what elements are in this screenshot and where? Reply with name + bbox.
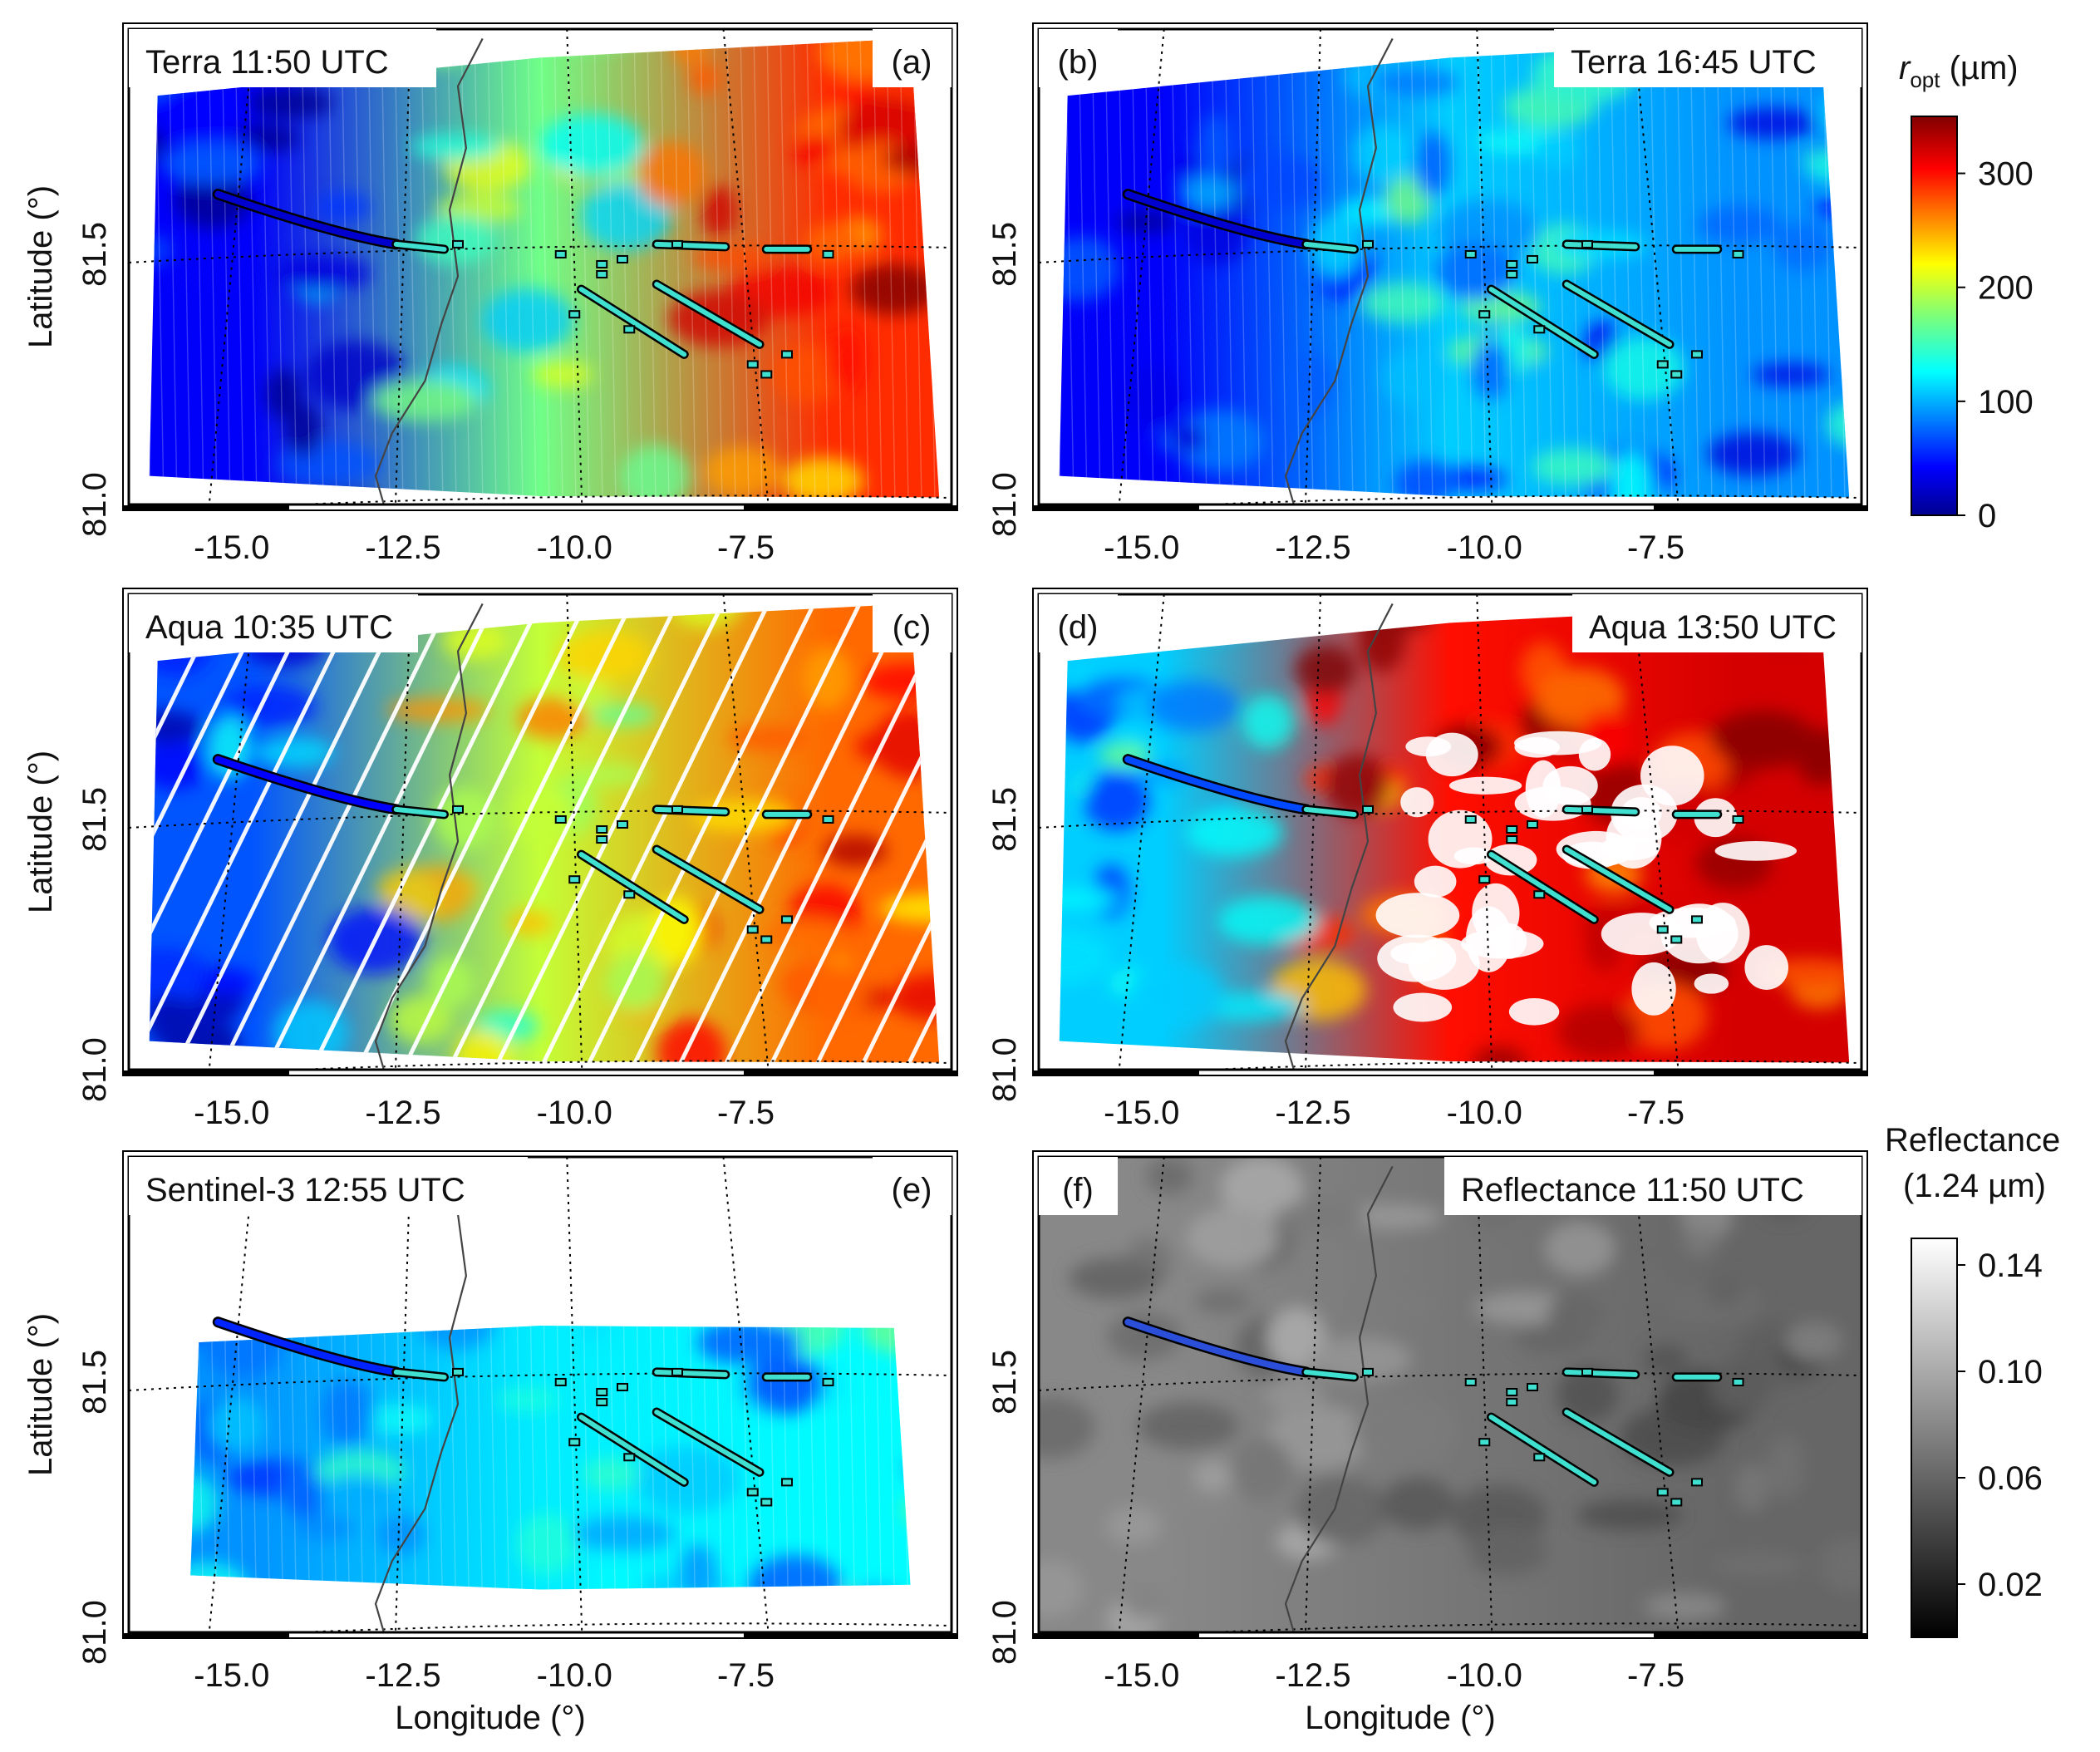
panel-letter-b: (b): [1058, 44, 1099, 81]
flight-tracks-b: [1122, 189, 1744, 379]
panel-title-d: Aqua 13:50 UTC: [1589, 609, 1837, 646]
coastline-d: [1284, 603, 1394, 1070]
y-axis-label-c: Latitude (°): [22, 751, 59, 913]
x-tick-b-3: -7.5: [1627, 529, 1684, 566]
x-tick-f-2: -10.0: [1447, 1657, 1522, 1694]
panel-a: Terra 11:50 UTC (a) -15.0 -12.5 -10.0 -7.5 81.…: [22, 22, 958, 566]
panel-title-b: Terra 16:45 UTC: [1571, 44, 1817, 81]
coastline-a: [374, 37, 484, 504]
x-tick-a-3: -7.5: [717, 529, 775, 566]
x-tick-d-2: -10.0: [1447, 1095, 1522, 1131]
x-tick-c-1: -12.5: [365, 1095, 440, 1131]
panel-b: Terra 16:45 UTC (b) -15.0 -12.5 -10.0 -7.5 81.…: [986, 22, 1868, 566]
panel-e: Sentinel-3 12:55 UTC (e) -15.0 -12.5 -10.0 -7…: [22, 1150, 958, 1694]
y-axis-label-e: Latitude (°): [22, 1313, 59, 1476]
colorbar-ropt: ropt (µm) 300 200 100 0: [1899, 50, 2034, 534]
flight-tracks-c: [212, 754, 834, 944]
x-tick-e-1: -12.5: [365, 1657, 440, 1694]
x-tick-b-1: -12.5: [1275, 529, 1350, 566]
y-tick-d-0: 81.0: [986, 1037, 1023, 1102]
flight-tracks-e: [212, 1316, 834, 1507]
graticule-d: [1039, 594, 1861, 1070]
panel-frame-e: [127, 1155, 953, 1634]
colorbar-ropt-tick-3: 0: [1978, 498, 1996, 534]
x-tick-e-3: -7.5: [717, 1657, 775, 1694]
panel-frame-d: [1037, 593, 1863, 1071]
y-tick-d-1: 81.5: [986, 787, 1023, 852]
y-tick-b-1: 81.5: [986, 222, 1023, 287]
coastline-e: [374, 1165, 484, 1632]
x-axis-label-left: Longitude (°): [395, 1700, 585, 1736]
coastline-f: [1284, 1165, 1394, 1632]
x-tick-d-3: -7.5: [1627, 1095, 1684, 1131]
panel-title-e: Sentinel-3 12:55 UTC: [145, 1172, 465, 1208]
field-f: [1039, 1157, 1861, 1632]
x-tick-d-0: -15.0: [1104, 1095, 1179, 1131]
x-axis-label-right: Longitude (°): [1305, 1700, 1495, 1736]
colorbar-reflectance-title-2: (1.24 µm): [1903, 1168, 2046, 1204]
panel-letter-a: (a): [892, 44, 932, 81]
panel-f: Reflectance 11:50 UTC (f) -15.0 -12.5 -10.0 -…: [986, 1150, 1868, 1694]
x-tick-c-2: -10.0: [537, 1095, 612, 1131]
graticule-a: [129, 29, 952, 504]
colorbar-reflectance-title-1: Reflectance: [1885, 1122, 2060, 1159]
y-tick-b-0: 81.0: [986, 472, 1023, 537]
panel-frame-c: [127, 593, 953, 1071]
panel-frame-b: [1037, 27, 1863, 506]
panel-letter-f: (f): [1062, 1172, 1094, 1208]
graticule-b: [1039, 29, 1861, 504]
x-tick-b-2: -10.0: [1447, 529, 1522, 566]
x-tick-c-0: -15.0: [194, 1095, 269, 1131]
colorbar-reflectance: Reflectance (1.24 µm) 0.14 0.10 0.06 0.02: [1885, 1122, 2060, 1638]
coastline-b: [1284, 37, 1394, 504]
x-tick-f-0: -15.0: [1104, 1657, 1179, 1694]
y-axis-label-a: Latitude (°): [22, 185, 59, 348]
colorbar-reflectance-tick-0: 0.14: [1978, 1248, 2043, 1284]
colorbar-ropt-tick-1: 200: [1978, 270, 2034, 307]
x-tick-c-3: -7.5: [717, 1095, 775, 1131]
panel-title-c: Aqua 10:35 UTC: [145, 609, 393, 646]
flight-tracks-a: [212, 189, 834, 379]
x-tick-b-0: -15.0: [1104, 529, 1179, 566]
colorbar-reflectance-tick-2: 0.06: [1978, 1460, 2043, 1497]
colorbar-ropt-title: ropt (µm): [1899, 50, 2019, 92]
x-tick-e-2: -10.0: [537, 1657, 612, 1694]
graticule-f: [1039, 1157, 1861, 1632]
panel-d: Aqua 13:50 UTC (d) -15.0 -12.5 -10.0 -7.5 81.0…: [986, 588, 1868, 1131]
panel-frame-a: [127, 27, 953, 506]
y-tick-e-0: 81.0: [76, 1600, 113, 1665]
flight-tracks-d: [1122, 754, 1744, 944]
x-tick-a-1: -12.5: [365, 529, 440, 566]
colorbar-reflectance-tick-1: 0.10: [1978, 1354, 2043, 1390]
y-tick-a-1: 81.5: [76, 222, 113, 287]
flight-tracks-f: [1122, 1316, 1744, 1507]
field-e: [190, 1326, 911, 1590]
panel-letter-d: (d): [1058, 609, 1099, 646]
x-tick-f-3: -7.5: [1627, 1657, 1684, 1694]
panel-title-f: Reflectance 11:50 UTC: [1461, 1172, 1804, 1208]
panel-letter-e: (e): [892, 1172, 932, 1208]
x-tick-d-1: -12.5: [1275, 1095, 1350, 1131]
colorbar-reflectance-tick-3: 0.02: [1978, 1567, 2043, 1603]
y-tick-f-1: 81.5: [986, 1350, 1023, 1415]
colorbar-ropt-tick-0: 300: [1978, 156, 2034, 193]
y-tick-e-1: 81.5: [76, 1350, 113, 1415]
y-tick-a-0: 81.0: [76, 472, 113, 537]
x-tick-a-2: -10.0: [537, 529, 612, 566]
graticule-c: [129, 594, 952, 1070]
graticule-e: [129, 1157, 952, 1632]
panel-title-a: Terra 11:50 UTC: [145, 44, 389, 81]
x-tick-e-0: -15.0: [194, 1657, 269, 1694]
field-b: [1059, 38, 1850, 498]
panel-letter-c: (c): [893, 609, 932, 646]
coastline-c: [374, 603, 484, 1070]
x-tick-f-1: -12.5: [1275, 1657, 1350, 1694]
y-tick-c-0: 81.0: [76, 1037, 113, 1102]
colorbar-ropt-tick-2: 100: [1978, 384, 2034, 421]
y-tick-c-1: 81.5: [76, 787, 113, 852]
y-tick-f-0: 81.0: [986, 1600, 1023, 1665]
x-tick-a-0: -15.0: [194, 529, 269, 566]
